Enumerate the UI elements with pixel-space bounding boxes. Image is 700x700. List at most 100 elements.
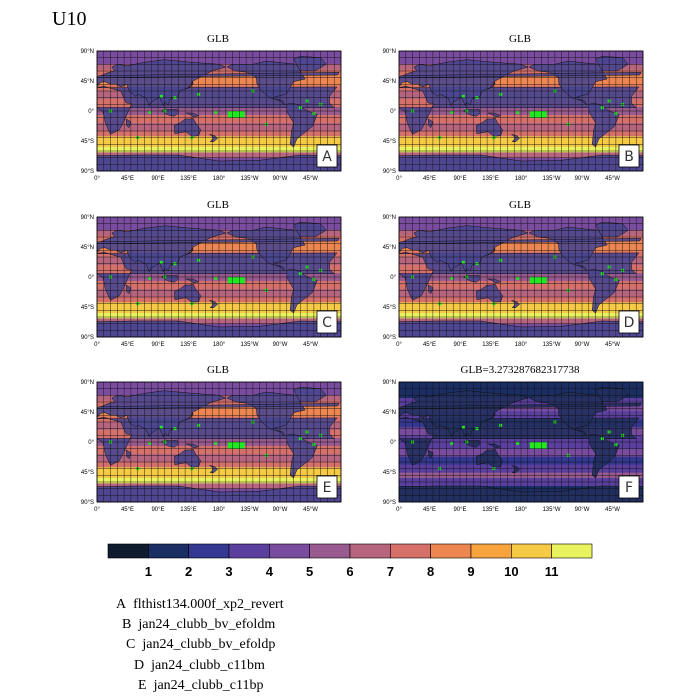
lon-tick-label: 45°E: [423, 176, 436, 182]
legend-case: flthist134.000f_xp2_revert: [133, 597, 284, 612]
lat-tick-label: 45°S: [81, 139, 94, 145]
lon-tick-label: 0°: [396, 507, 402, 513]
lon-tick-label: 45°E: [423, 507, 436, 513]
lon-tick-label: 45°E: [121, 507, 134, 513]
panel-badge: [316, 144, 338, 168]
lat-tick-label: 45°S: [383, 139, 396, 145]
legend-item-a: A flthist134.000f_xp2_revert: [116, 597, 284, 613]
lon-tick-label: 0°: [94, 507, 100, 513]
variable-label: U10: [52, 8, 87, 30]
lon-tick-label: 90°E: [151, 176, 164, 182]
lon-tick-label: 45°W: [303, 507, 318, 513]
colorbar: 1 2 3 4 5 6 7 8 9 10 11: [107, 543, 593, 579]
lon-tick-label: 180°: [515, 176, 528, 182]
colorbar-swatch: [148, 543, 189, 559]
legend-item-d: D jan24_clubb_c11bm: [134, 658, 265, 674]
lon-tick-label: 90°E: [453, 507, 466, 513]
legend-case: jan24_clubb_c11bp: [153, 678, 264, 693]
lat-tick-label: 90°N: [81, 380, 94, 386]
lon-tick-label: 135°E: [482, 342, 498, 348]
panel-title-b: GLB: [509, 33, 531, 45]
lat-tick-label: 45°S: [81, 470, 94, 476]
colorbar-swatch: [511, 543, 552, 559]
lat-tick-label: 45°N: [383, 410, 396, 416]
legend-key: E: [138, 678, 147, 693]
colorbar-swatch: [228, 543, 270, 559]
lon-tick-label: 135°E: [180, 176, 196, 182]
legend-case: jan24_clubb_c11bm: [151, 658, 265, 673]
lon-tick-label: 45°W: [605, 507, 620, 513]
map-panel-e: 90°N45°N0°45°S90°S0° 45°E 90°E 135°E 180° 135…: [81, 380, 342, 513]
lat-tick-label: 45°N: [81, 79, 94, 85]
map-panel-d: 90°N45°N0°45°S90°S0° 45°E 90°E 135°E 180° 135…: [383, 215, 644, 348]
lat-tick-label: 0°: [88, 440, 94, 446]
colorbar-label: 5: [306, 564, 313, 579]
lon-tick-label: 90°E: [453, 342, 466, 348]
panel-badge-label: C: [322, 315, 332, 331]
lon-tick-label: 90°W: [273, 176, 288, 182]
legend-item-e: E jan24_clubb_c11bp: [138, 678, 263, 694]
colorbar-label: 8: [427, 564, 434, 579]
lat-tick-label: 0°: [390, 275, 396, 281]
lon-tick-label: 90°W: [575, 176, 590, 182]
panel-badge-label: E: [323, 480, 332, 496]
panel-title-a: GLB: [207, 33, 229, 45]
lon-tick-label: 135°W: [240, 342, 258, 348]
lat-tick-label: 90°N: [81, 49, 94, 55]
lon-tick-label: 135°E: [180, 342, 196, 348]
lon-tick-label: 90°W: [273, 507, 288, 513]
lat-tick-label: 0°: [390, 440, 396, 446]
lon-tick-label: 135°W: [542, 342, 560, 348]
lon-tick-label: 135°W: [542, 507, 560, 513]
lon-tick-label: 45°E: [423, 342, 436, 348]
colorbar-label: 3: [225, 564, 232, 579]
panel-title-f: GLB=3.273287682317738: [460, 364, 580, 376]
lat-tick-label: 90°S: [383, 500, 396, 506]
lon-tick-label: 45°W: [605, 342, 620, 348]
lon-tick-label: 180°: [515, 507, 528, 513]
map-panel-c: 90°N45°N0°45°S90°S0° 45°E 90°E 135°E 180° 135…: [81, 215, 342, 348]
colorbar-swatch: [107, 543, 149, 559]
lat-tick-label: 45°N: [383, 79, 396, 85]
panel-badge-label: B: [624, 149, 634, 165]
panel-title-e: GLB: [207, 364, 229, 376]
lon-tick-label: 0°: [94, 342, 100, 348]
lat-tick-label: 45°N: [81, 410, 94, 416]
lat-tick-label: 45°S: [81, 305, 94, 311]
lat-tick-label: 45°S: [383, 305, 396, 311]
lat-tick-label: 90°S: [81, 335, 94, 341]
lon-tick-label: 90°E: [453, 176, 466, 182]
colorbar-swatch: [430, 543, 472, 559]
lon-tick-label: 180°: [213, 342, 226, 348]
lat-tick-label: 45°N: [383, 245, 396, 251]
legend-item-c: C jan24_clubb_bv_efoldp: [126, 637, 275, 653]
colorbar-swatch: [349, 543, 391, 559]
panel-badge-label: A: [322, 149, 332, 165]
lon-tick-label: 0°: [396, 176, 402, 182]
lat-tick-label: 0°: [88, 109, 94, 115]
lon-tick-label: 45°E: [121, 342, 134, 348]
lon-tick-label: 0°: [94, 176, 100, 182]
lon-tick-label: 90°W: [575, 507, 590, 513]
lat-tick-label: 90°S: [383, 169, 396, 175]
map-panel-a: 90°N45°N0°45°S90°S0° 45°E 90°E 135°E 180° 135…: [81, 49, 342, 182]
colorbar-label: 7: [387, 564, 394, 579]
lat-tick-label: 90°N: [383, 215, 396, 221]
lon-tick-label: 180°: [213, 176, 226, 182]
panel-badge: [316, 310, 338, 334]
lon-tick-label: 135°W: [240, 176, 258, 182]
panel-badge: [618, 310, 640, 334]
lon-tick-label: 180°: [515, 342, 528, 348]
lon-tick-label: 180°: [213, 507, 226, 513]
colorbar-swatch: [390, 543, 431, 559]
colorbar-swatch: [269, 543, 310, 559]
legend-case: jan24_clubb_bv_efoldp: [142, 637, 276, 652]
colorbar-swatch: [309, 543, 351, 559]
map-panel-f: 90°N45°N0°45°S90°S0° 45°E 90°E 135°E 180° 135…: [383, 380, 644, 513]
legend-key: B: [122, 617, 132, 632]
lon-tick-label: 135°W: [240, 507, 258, 513]
panel-title-c: GLB: [207, 199, 229, 211]
lat-tick-label: 90°N: [81, 215, 94, 221]
lat-tick-label: 90°S: [383, 335, 396, 341]
lon-tick-label: 90°E: [151, 342, 164, 348]
